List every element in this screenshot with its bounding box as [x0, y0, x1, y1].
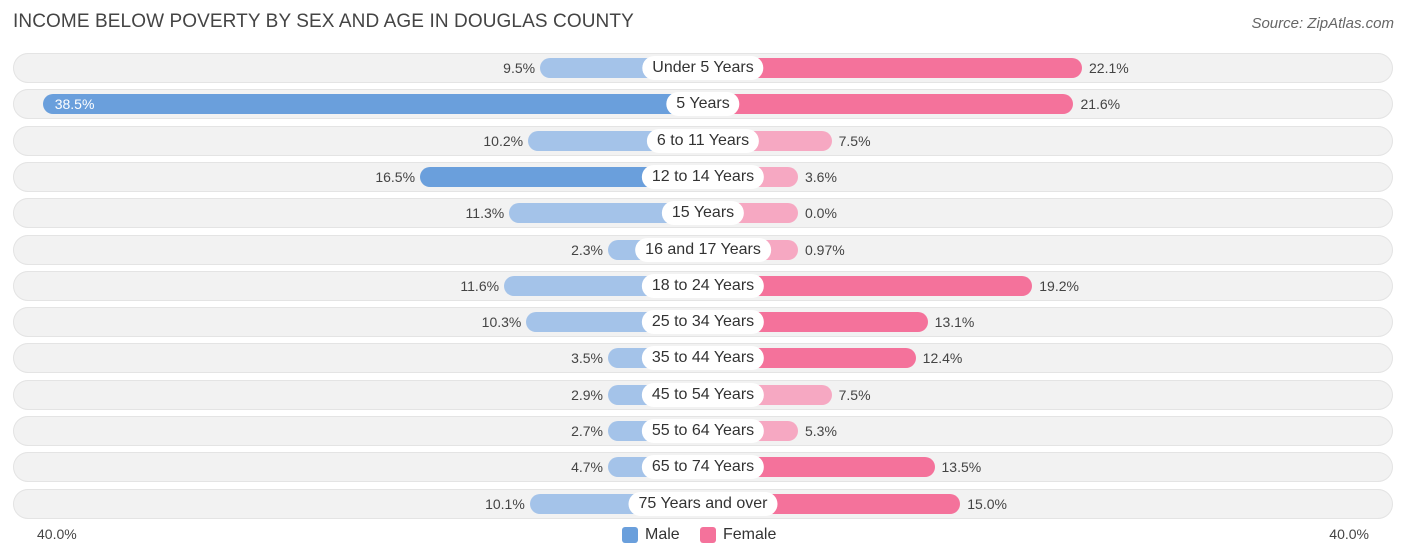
- value-label-male: 16.5%: [375, 168, 416, 185]
- value-label-male: 2.9%: [571, 386, 603, 403]
- legend-item-female: Female: [700, 524, 776, 546]
- value-label-male: 10.1%: [485, 495, 525, 512]
- value-label-male: 3.5%: [571, 350, 603, 367]
- category-label: Under 5 Years: [642, 56, 764, 80]
- value-label-male: 10.2%: [483, 132, 524, 149]
- category-label: 12 to 14 Years: [641, 164, 765, 189]
- value-label-male: 11.3%: [465, 205, 505, 222]
- legend-swatch-male: [622, 527, 638, 543]
- bar-male: [420, 166, 703, 187]
- chart-title: INCOME BELOW POVERTY BY SEX AND AGE IN D…: [13, 11, 634, 32]
- value-label-male: 10.3%: [481, 314, 522, 331]
- bar-female: [703, 275, 1033, 296]
- value-label-female: 12.4%: [922, 350, 963, 367]
- legend: Male Female: [0, 524, 1406, 546]
- value-label-male: 9.5%: [503, 60, 536, 76]
- value-label-female: 19.2%: [1039, 277, 1079, 294]
- category-label: 6 to 11 Years: [646, 128, 760, 153]
- value-label-female: 13.5%: [941, 459, 982, 476]
- bar-male: [509, 203, 703, 224]
- value-label-female: 13.1%: [934, 314, 975, 331]
- legend-item-male: Male: [622, 524, 680, 546]
- category-label: 18 to 24 Years: [641, 273, 765, 298]
- bar-female: [703, 58, 1082, 78]
- value-label-female: 7.5%: [838, 386, 871, 403]
- legend-label-female: Female: [723, 526, 777, 543]
- category-label: 75 Years and over: [628, 491, 778, 516]
- legend-label-male: Male: [645, 526, 680, 543]
- category-label: 65 to 74 Years: [641, 455, 765, 480]
- value-label-female: 22.1%: [1089, 60, 1129, 76]
- value-label-female: 21.6%: [1080, 96, 1121, 113]
- category-label: 25 to 34 Years: [641, 310, 765, 335]
- category-label: 35 to 44 Years: [641, 346, 765, 371]
- category-label: 45 to 54 Years: [641, 382, 765, 407]
- bar-male: [42, 94, 703, 115]
- axis-label-right: 40.0%: [1329, 526, 1369, 542]
- value-label-male: 2.7%: [571, 423, 603, 439]
- value-label-female: 0.0%: [805, 205, 837, 222]
- value-label-male: 4.7%: [571, 459, 603, 476]
- value-label-male: 2.3%: [571, 241, 603, 258]
- value-label-female: 3.6%: [805, 168, 837, 185]
- value-label-male: 38.5%: [54, 96, 95, 113]
- source-note: Source: ZipAtlas.com: [1251, 15, 1394, 32]
- category-label: 55 to 64 Years: [641, 419, 765, 443]
- value-label-female: 7.5%: [838, 132, 871, 149]
- category-label: 15 Years: [661, 201, 745, 226]
- value-label-female: 5.3%: [805, 423, 837, 439]
- value-label-female: 0.97%: [805, 241, 845, 258]
- legend-swatch-female: [700, 527, 716, 543]
- value-label-female: 15.0%: [967, 495, 1007, 512]
- category-label: 5 Years: [666, 92, 740, 117]
- value-label-male: 11.6%: [460, 277, 500, 294]
- bar-female: [703, 94, 1074, 115]
- category-label: 16 and 17 Years: [635, 237, 771, 262]
- axis-label-left: 40.0%: [37, 526, 77, 542]
